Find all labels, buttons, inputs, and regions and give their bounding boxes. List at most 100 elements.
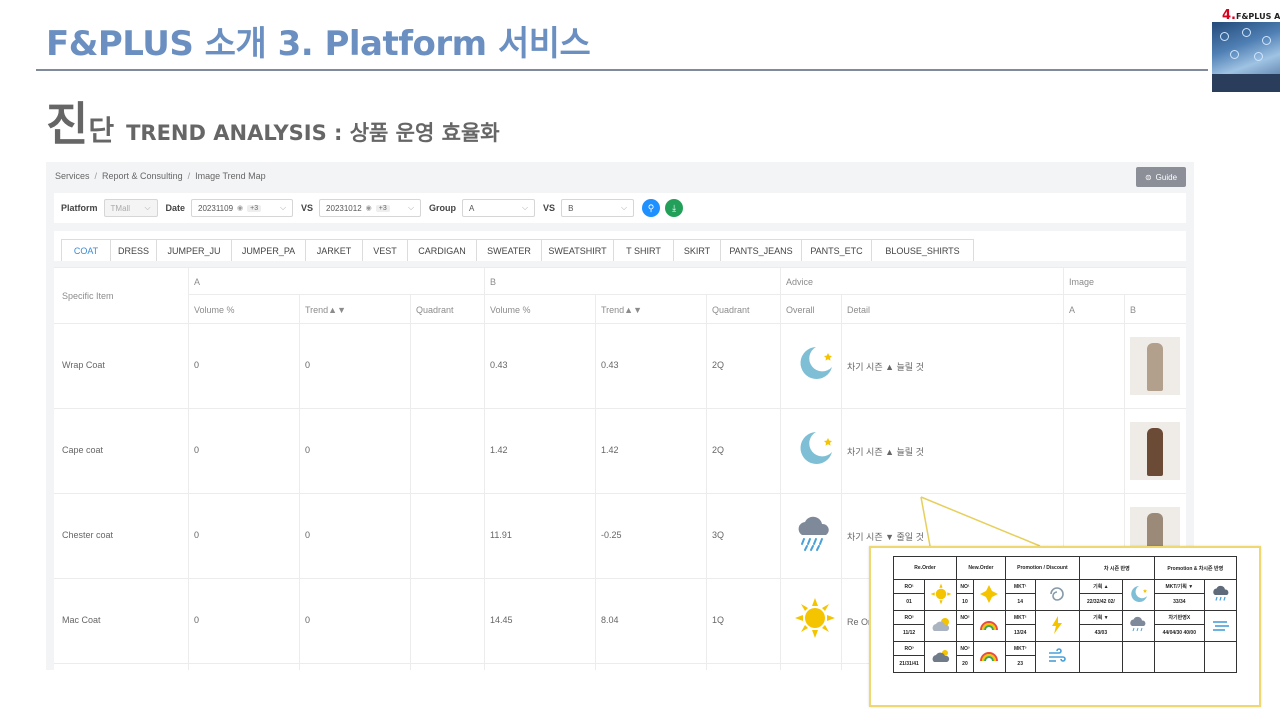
wind-rain-icon	[1212, 621, 1229, 631]
rainbow-icon	[980, 652, 999, 662]
clear-icon: ◉	[365, 205, 372, 212]
spiral-wind-icon	[1050, 587, 1065, 601]
row-b-trend: 1.42	[601, 445, 619, 455]
tab-jumper-pa[interactable]: JUMPER_PA	[231, 239, 306, 261]
vs-label: VS	[543, 203, 556, 213]
wind-icon	[1049, 648, 1067, 662]
detail-header: Detail	[847, 305, 871, 315]
product-thumbnail[interactable]	[1130, 337, 1180, 395]
a-trend-header[interactable]: Trend▲▼	[305, 305, 346, 315]
b-trend-header[interactable]: Trend▲▼	[601, 305, 642, 315]
group-a-select[interactable]: A ⌵	[462, 199, 536, 217]
tab-blouse-shirts[interactable]: BLOUSE_SHIRTS	[871, 239, 974, 261]
rain-cloud-icon	[798, 516, 829, 551]
group-b-header: B	[490, 277, 497, 287]
moon-icon	[1131, 586, 1148, 602]
row-a-trend: 0	[305, 530, 311, 540]
tab-skirt[interactable]: SKIRT	[673, 239, 721, 261]
chevron-down-icon: ⌵	[144, 203, 151, 212]
date-a-select[interactable]: 20231109 ◉ +3 ⌵	[191, 199, 294, 217]
title-divider	[36, 69, 1208, 71]
chevron-down-icon: ⌵	[279, 203, 287, 212]
guide-button[interactable]: ⊜ Guide	[1136, 167, 1186, 187]
chevron-down-icon: ⌵	[620, 203, 628, 212]
download-icon: ⤓	[672, 202, 677, 213]
vs-label: VS	[301, 203, 314, 213]
tab-pants-etc[interactable]: PANTS_ETC	[801, 239, 872, 261]
rainbow-icon	[980, 621, 999, 631]
a-quadrant-header: Quadrant	[416, 305, 454, 315]
row-b-quadrant: 2Q	[712, 360, 725, 370]
tab-pants-jeans[interactable]: PANTS_JEANS	[720, 239, 802, 261]
guide-icon: ⊜	[1144, 172, 1152, 182]
tab-jumper-ju[interactable]: JUMPER_JU	[156, 239, 232, 261]
row-item: Mac Coat	[62, 615, 101, 625]
logo-caption: 4.F&PLUS AI	[1222, 8, 1280, 23]
row-b-volume: 14.45	[490, 615, 513, 625]
company-logo: 4.F&PLUS AI	[1212, 6, 1280, 92]
date-label: Date	[165, 203, 186, 213]
row-a-volume: 0	[194, 360, 200, 370]
product-thumbnail[interactable]	[1130, 422, 1180, 480]
a-volume-header[interactable]: Volume %	[194, 305, 235, 315]
tab-cardigan[interactable]: CARDIGAN	[407, 239, 477, 261]
slide-title: F&PLUS 소개 3. Platform 서비스	[46, 24, 591, 64]
breadcrumb-report[interactable]: Report & Consulting	[102, 171, 183, 181]
download-button[interactable]: ⤓	[665, 199, 684, 217]
tab-sweater[interactable]: SWEATER	[476, 239, 542, 261]
partly-cloudy-icon	[932, 618, 949, 631]
row-detail: 차기 시즌 ▲ 늘릴 것	[847, 447, 924, 457]
image-header: Image	[1069, 277, 1095, 287]
row-b-volume: 0.43	[490, 360, 508, 370]
legend-header: Promotion & 차시즌 반영	[1153, 556, 1238, 580]
lightning-icon	[1052, 616, 1063, 634]
row-b-volume: 1.42	[490, 445, 508, 455]
breadcrumb: Services / Report & Consulting / Image Trend…	[55, 171, 266, 181]
legend-header: New.Order	[956, 556, 1006, 580]
legend-header: Promotion / Discount	[1004, 556, 1081, 580]
tab-vest[interactable]: VEST	[362, 239, 408, 261]
category-tabs: COAT DRESS JUMPER_JU JUMPER_PA JARKET VEST CAR…	[54, 231, 1186, 261]
weather-legend-callout: Re.Order New.Order Promotion / Discount …	[869, 546, 1261, 707]
sparkle-icon	[980, 585, 999, 603]
search-icon: ⚲	[647, 202, 655, 213]
tab-t-shirt[interactable]: T SHIRT	[613, 239, 674, 261]
row-item: Wrap Coat	[62, 360, 105, 370]
chevron-down-icon: ⌵	[407, 203, 415, 212]
row-item: Chester coat	[62, 530, 114, 540]
logo-image	[1212, 22, 1280, 92]
row-b-trend: 8.04	[601, 615, 619, 625]
specific-item-header: Specific Item	[62, 291, 114, 301]
row-a-volume: 0	[194, 615, 200, 625]
overall-header: Overall	[786, 305, 815, 315]
group-a-header: A	[194, 277, 201, 287]
rain-cloud-icon	[1130, 616, 1146, 632]
row-b-volume: 11.91	[490, 530, 512, 540]
legend-header: 차 시즌 반영	[1079, 556, 1155, 580]
platform-select[interactable]: TMall ⌵	[103, 199, 158, 217]
b-quadrant-header: Quadrant	[712, 305, 750, 315]
weather-legend-table: Re.Order New.Order Promotion / Discount …	[892, 556, 1238, 673]
search-button[interactable]: ⚲	[642, 199, 661, 217]
row-detail: 차기 시즌 ▲ 늘릴 것	[847, 362, 924, 372]
tab-dress[interactable]: DRESS	[110, 239, 157, 261]
sun-icon	[795, 598, 835, 638]
b-volume-header[interactable]: Volume %	[490, 305, 531, 315]
row-a-trend: 0	[305, 360, 311, 370]
group-b-select[interactable]: B ⌵	[561, 199, 635, 217]
advice-header: Advice	[786, 277, 814, 287]
breadcrumb-services[interactable]: Services	[55, 171, 90, 181]
tab-coat[interactable]: COAT	[61, 239, 111, 261]
row-item: Cape coat	[62, 445, 104, 455]
row-a-volume: 0	[194, 530, 200, 540]
group-label: Group	[429, 203, 457, 213]
date-b-select[interactable]: 20231012 ◉ +3 ⌵	[319, 199, 422, 217]
tab-sweatshirt[interactable]: SWEATSHIRT	[541, 239, 614, 261]
tab-jarket[interactable]: JARKET	[305, 239, 363, 261]
section-subtitle: 진 단 TREND ANALYSIS : 상품 운영 효율화	[46, 97, 500, 151]
image-a-header: A	[1069, 305, 1076, 315]
moon-icon	[800, 347, 832, 379]
row-b-trend: -0.25	[601, 530, 622, 540]
row-a-trend: 0	[305, 615, 311, 625]
dark-cloud-icon	[932, 650, 949, 662]
